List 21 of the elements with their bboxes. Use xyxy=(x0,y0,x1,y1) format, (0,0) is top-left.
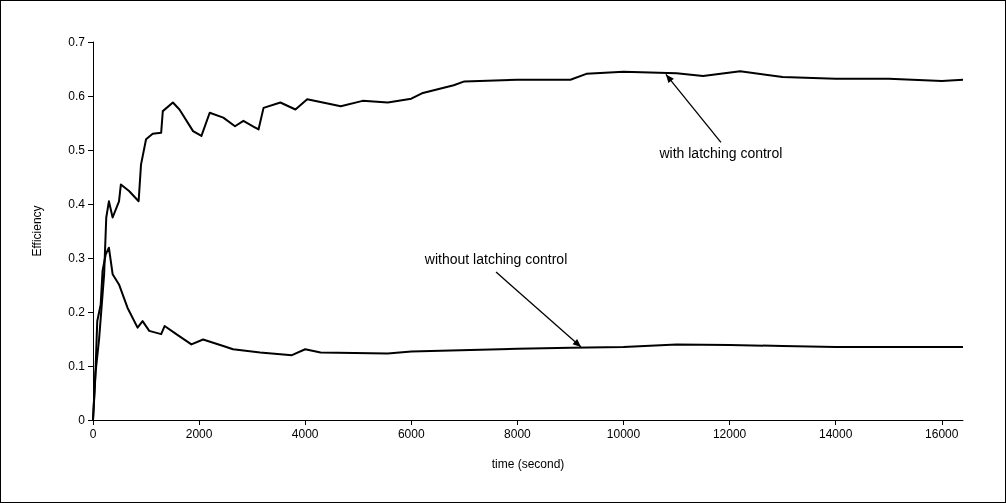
x-tick-label: 10000 xyxy=(606,427,641,441)
y-tick-label: 0.2 xyxy=(68,305,86,319)
x-tick-label: 4000 xyxy=(291,427,319,441)
annotation: without latching control xyxy=(423,251,568,268)
x-tick-label: 6000 xyxy=(397,427,425,441)
y-axis-title: Efficiency xyxy=(30,205,44,257)
x-tick-label: 16000 xyxy=(925,427,959,441)
x-axis-title: time (second) xyxy=(491,457,565,471)
y-tick-label: 0.6 xyxy=(68,89,86,103)
x-tick-label: 0 xyxy=(89,427,97,441)
y-tick-label: 0 xyxy=(78,413,86,427)
y-tick-label: 0.3 xyxy=(68,251,86,265)
y-tick-label: 0.1 xyxy=(68,359,86,373)
x-tick-label: 8000 xyxy=(504,427,532,441)
y-tick-label: 0.5 xyxy=(68,143,86,157)
x-tick-label: 12000 xyxy=(712,427,747,441)
annotation: with latching control xyxy=(658,145,783,162)
y-tick-label: 0.4 xyxy=(68,197,86,211)
x-tick-label: 14000 xyxy=(819,427,853,441)
y-tick-label: 0.7 xyxy=(68,35,86,49)
x-tick-label: 2000 xyxy=(185,427,213,441)
